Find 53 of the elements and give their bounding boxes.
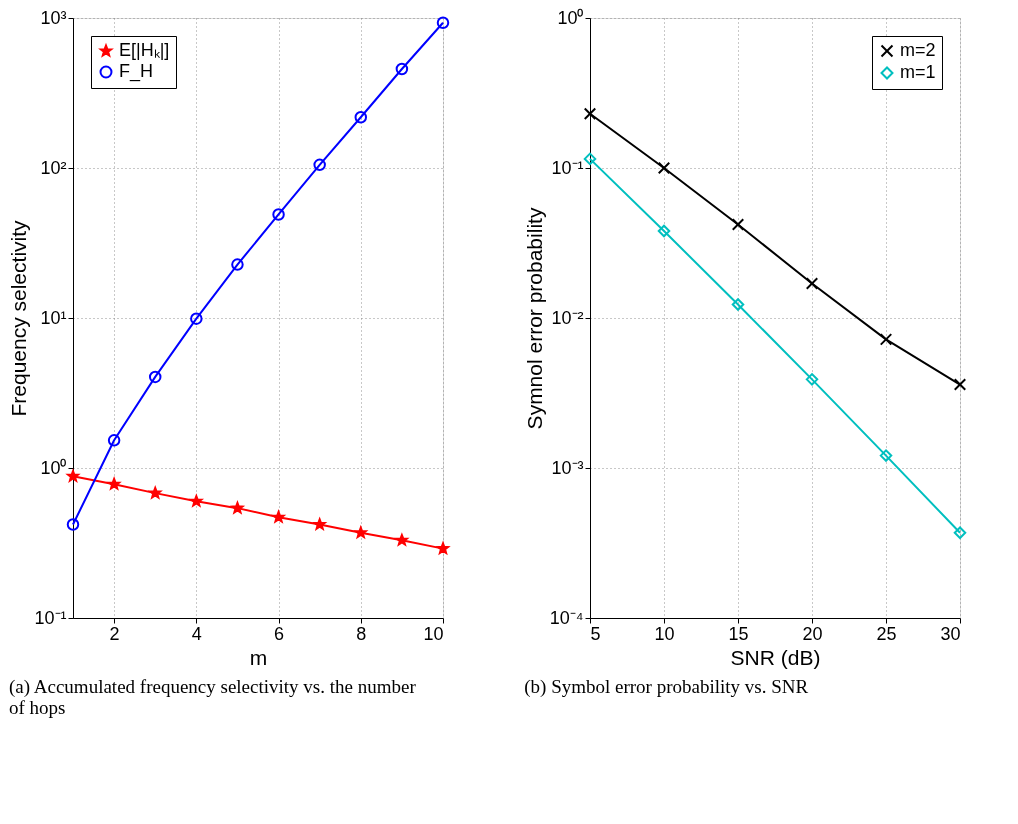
y-axis-title: Frequency selectivity [7,219,31,417]
point [583,107,597,120]
point [805,277,819,290]
y-tick-label: 10² [40,157,67,178]
x-tick-label: 30 [940,623,961,644]
x-tick-label: 6 [274,623,285,644]
legend-label: E[|Hₖ|] [119,40,170,60]
y-tick-label: 10⁻¹ [34,607,67,628]
legend-label: m=2 [900,40,936,60]
x-tick-label: 5 [590,623,601,644]
legend-label: m=1 [900,62,936,82]
point [148,370,162,384]
y-tick-label: 10⁻² [551,307,584,328]
y-axis-title: Symnol error probability [522,207,546,430]
y-tick-label: 10⁰ [40,457,67,478]
point [953,378,967,391]
y-tick-label: 10⁻⁴ [549,607,584,628]
point [731,218,745,231]
text: (b) Symbol error probability vs. SNR [524,676,809,698]
point [354,111,368,124]
point [879,333,893,346]
point [436,16,450,29]
x-tick-label: 15 [728,623,749,644]
x-tick-label: 8 [356,623,367,644]
y-tick-label: 10⁻¹ [551,157,584,178]
text: (a) Accumulated frequency selectivity vs. the number of hops [8,676,417,718]
point [313,158,326,172]
point [107,434,121,447]
x-tick-label: 25 [876,623,897,644]
point [66,518,80,531]
point [583,152,597,166]
point [395,62,409,76]
y-tick-label: 10⁻³ [551,457,584,478]
y-tick-label: 10³ [40,7,67,28]
x-tick-label: 4 [191,623,202,644]
point [731,298,745,311]
x-tick-label: 10 [654,623,675,644]
point [879,449,893,462]
point [272,208,285,221]
x-tick-label: 20 [802,623,823,644]
point [657,161,671,175]
y-tick-label: 10¹ [40,307,67,328]
x-axis-title: m [249,645,268,669]
x-tick-label: 10 [423,623,444,644]
point [953,526,967,540]
y-tick-label: 10⁰ [557,7,584,28]
point [190,312,203,325]
x-tick-label: 2 [109,623,120,644]
point [231,258,244,271]
legend-label: F_H [119,61,154,82]
point [657,224,671,238]
x-axis-title: SNR (dB) [730,645,821,669]
point [805,373,819,386]
